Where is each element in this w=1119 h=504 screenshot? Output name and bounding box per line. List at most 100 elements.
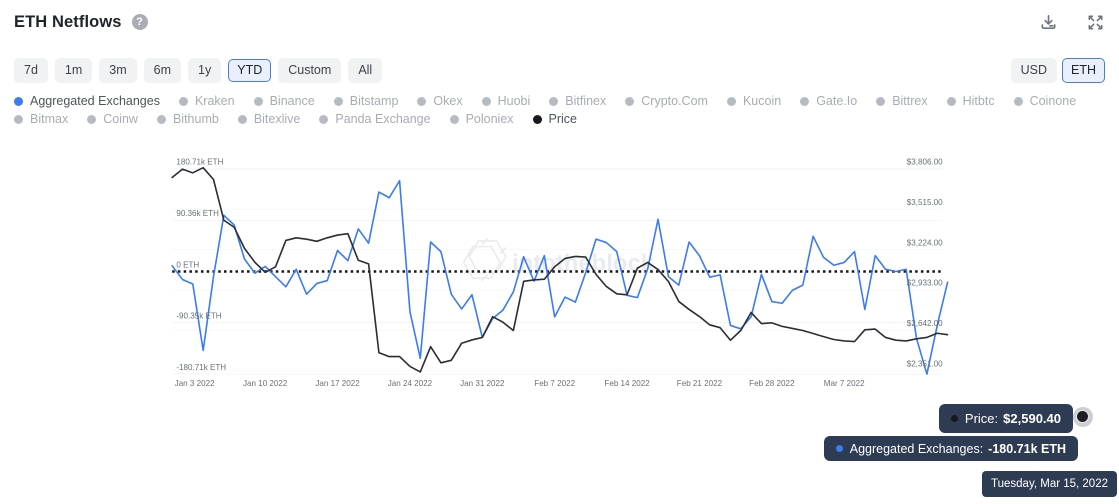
left-axis-label: 180.71k ETH [176,158,223,167]
header: ETH Netflows ? [14,8,1105,36]
legend-dot-icon [87,114,97,124]
legend-item-bitexlive[interactable]: Bitexlive [237,112,301,126]
legend-item-label: Panda Exchange [335,112,431,126]
x-axis-label: Feb 28 2022 [749,379,795,388]
legend-item-poloniex[interactable]: Poloniex [449,112,514,126]
x-axis-label: Mar 7 2022 [824,379,865,388]
series-line-aggregated-exchanges [171,179,949,375]
price-dot-icon [950,415,958,422]
toolbar: 7d 1m 3m 6m 1y YTD Custom All USD ETH [14,57,1105,83]
right-axis-label: $3,806.00 [907,158,943,167]
range-button-all[interactable]: All [348,57,383,83]
range-button-1y[interactable]: 1y [188,57,222,83]
legend-item-bitfinex[interactable]: Bitfinex [549,94,606,108]
unit-button-usd[interactable]: USD [1010,57,1057,83]
right-axis-label: $3,515.00 [907,198,943,207]
download-icon[interactable] [1039,13,1058,32]
x-axis-label: Jan 31 2022 [460,379,505,388]
legend-item-kraken[interactable]: Kraken [178,94,235,108]
legend-item-label: Bittrex [892,94,928,108]
x-axis-label: Feb 21 2022 [677,379,723,388]
unit-button-eth[interactable]: ETH [1062,57,1105,83]
legend-dot-icon [946,96,956,106]
left-axis-label: 0 ETH [176,260,199,269]
netflows-chart[interactable]: intotheblock 180.71k ETH 90.36k ETH 0 ETH -9… [0,150,1119,504]
legend-item-bittrex[interactable]: Bittrex [876,94,928,108]
x-axis-label: Jan 10 2022 [243,379,288,388]
legend-item-price[interactable]: Price [532,112,577,126]
legend-item-gate-io[interactable]: Gate.Io [800,94,857,108]
legend-item-coinone[interactable]: Coinone [1013,94,1076,108]
legend-dot-icon [800,96,810,106]
legend-item-crypto-com[interactable]: Crypto.Com [625,94,708,108]
right-axis-label: $2,642.00 [907,319,943,328]
legend-item-label: Poloniex [465,112,514,126]
x-axis-label: Jan 17 2022 [315,379,360,388]
legend-dot-icon [876,96,886,106]
intotheblock-watermark: intotheblock [462,237,655,282]
legend-dot-icon [532,114,542,124]
price-tooltip-label: Price: [964,411,999,426]
legend-item-panda-exchange[interactable]: Panda Exchange [319,112,431,126]
hover-date-box: Tuesday, Mar 15, 2022 [982,471,1117,497]
left-axis-label: -180.71k ETH [176,363,226,372]
x-axis-label: Jan 3 2022 [175,379,215,388]
range-button-6m[interactable]: 6m [143,57,182,83]
price-tooltip: Price: $2,590.40 [938,404,1073,433]
legend-dot-icon [14,96,23,106]
legend-item-label: Binance [269,94,315,108]
range-button-3m[interactable]: 3m [99,57,137,83]
help-icon[interactable]: ? [131,14,148,30]
legend-item-label: Kucoin [742,94,782,108]
series-line-price [171,166,949,373]
legend-item-binance[interactable]: Binance [253,94,315,108]
legend-item-bitmax[interactable]: Bitmax [14,112,68,126]
legend-row-2: Bitmax Coinw Bithumb Bitexlive Panda Exchang… [14,112,1111,126]
legend-item-label: Bithumb [172,112,219,126]
legend-dot-icon [14,114,23,124]
legend-dot-icon [549,96,559,106]
legend-dot-icon [178,96,188,106]
x-axis-label: Feb 7 2022 [534,379,575,388]
legend-item-bithumb[interactable]: Bithumb [156,112,219,126]
right-axis-label: $2,351.00 [907,359,943,368]
range-buttons: 7d 1m 3m 6m 1y YTD Custom All [14,57,389,83]
legend-item-label: Aggregated Exchanges [30,94,160,108]
legend-dot-icon [417,96,427,106]
legend-dot-icon [726,96,736,106]
legend-item-label: Kraken [194,94,235,108]
range-button-ytd[interactable]: YTD [228,58,272,82]
legend-item-hitbtc[interactable]: Hitbtc [946,94,995,108]
legend-dot-icon [333,96,343,106]
legend-item-label: Bitstamp [349,94,399,108]
legend-item-okex[interactable]: Okex [417,94,463,108]
legend-item-coinw[interactable]: Coinw [87,112,138,126]
legend-item-kucoin[interactable]: Kucoin [726,94,782,108]
legend-item-bitstamp[interactable]: Bitstamp [333,94,399,108]
aggregated-dot-icon [835,445,843,452]
aggregated-tooltip-label: Aggregated Exchanges: [849,441,984,456]
legend-dot-icon [237,114,247,124]
expand-icon[interactable] [1086,13,1105,32]
legend-item-aggregated-exchanges[interactable]: Aggregated Exchanges [14,94,160,108]
legend-item-label: Huobi [497,94,531,108]
range-button-custom[interactable]: Custom [278,57,342,83]
aggregated-tooltip: Aggregated Exchanges: -180.71k ETH [823,436,1078,461]
hover-marker [1072,406,1093,427]
legend: Aggregated Exchanges Kraken Binance Bitstam… [14,94,1111,130]
legend-item-label: Gate.Io [816,94,858,108]
legend-dot-icon [449,114,459,124]
legend-item-label: Hitbtc [962,94,995,108]
left-axis-label: 90.36k ETH [176,209,219,218]
legend-item-label: Bitexlive [253,112,301,126]
range-button-1m[interactable]: 1m [54,57,93,83]
legend-item-label: Coinw [103,112,138,126]
legend-item-huobi[interactable]: Huobi [481,94,531,108]
legend-item-label: Crypto.Com [641,94,708,108]
page-title: ETH Netflows [14,12,122,31]
left-axis-label: -90.35k ETH [176,312,221,321]
unit-toggle: USD ETH [1010,57,1105,83]
range-button-7d[interactable]: 7d [14,57,48,83]
legend-row-1: Aggregated Exchanges Kraken Binance Bitstam… [14,94,1111,108]
